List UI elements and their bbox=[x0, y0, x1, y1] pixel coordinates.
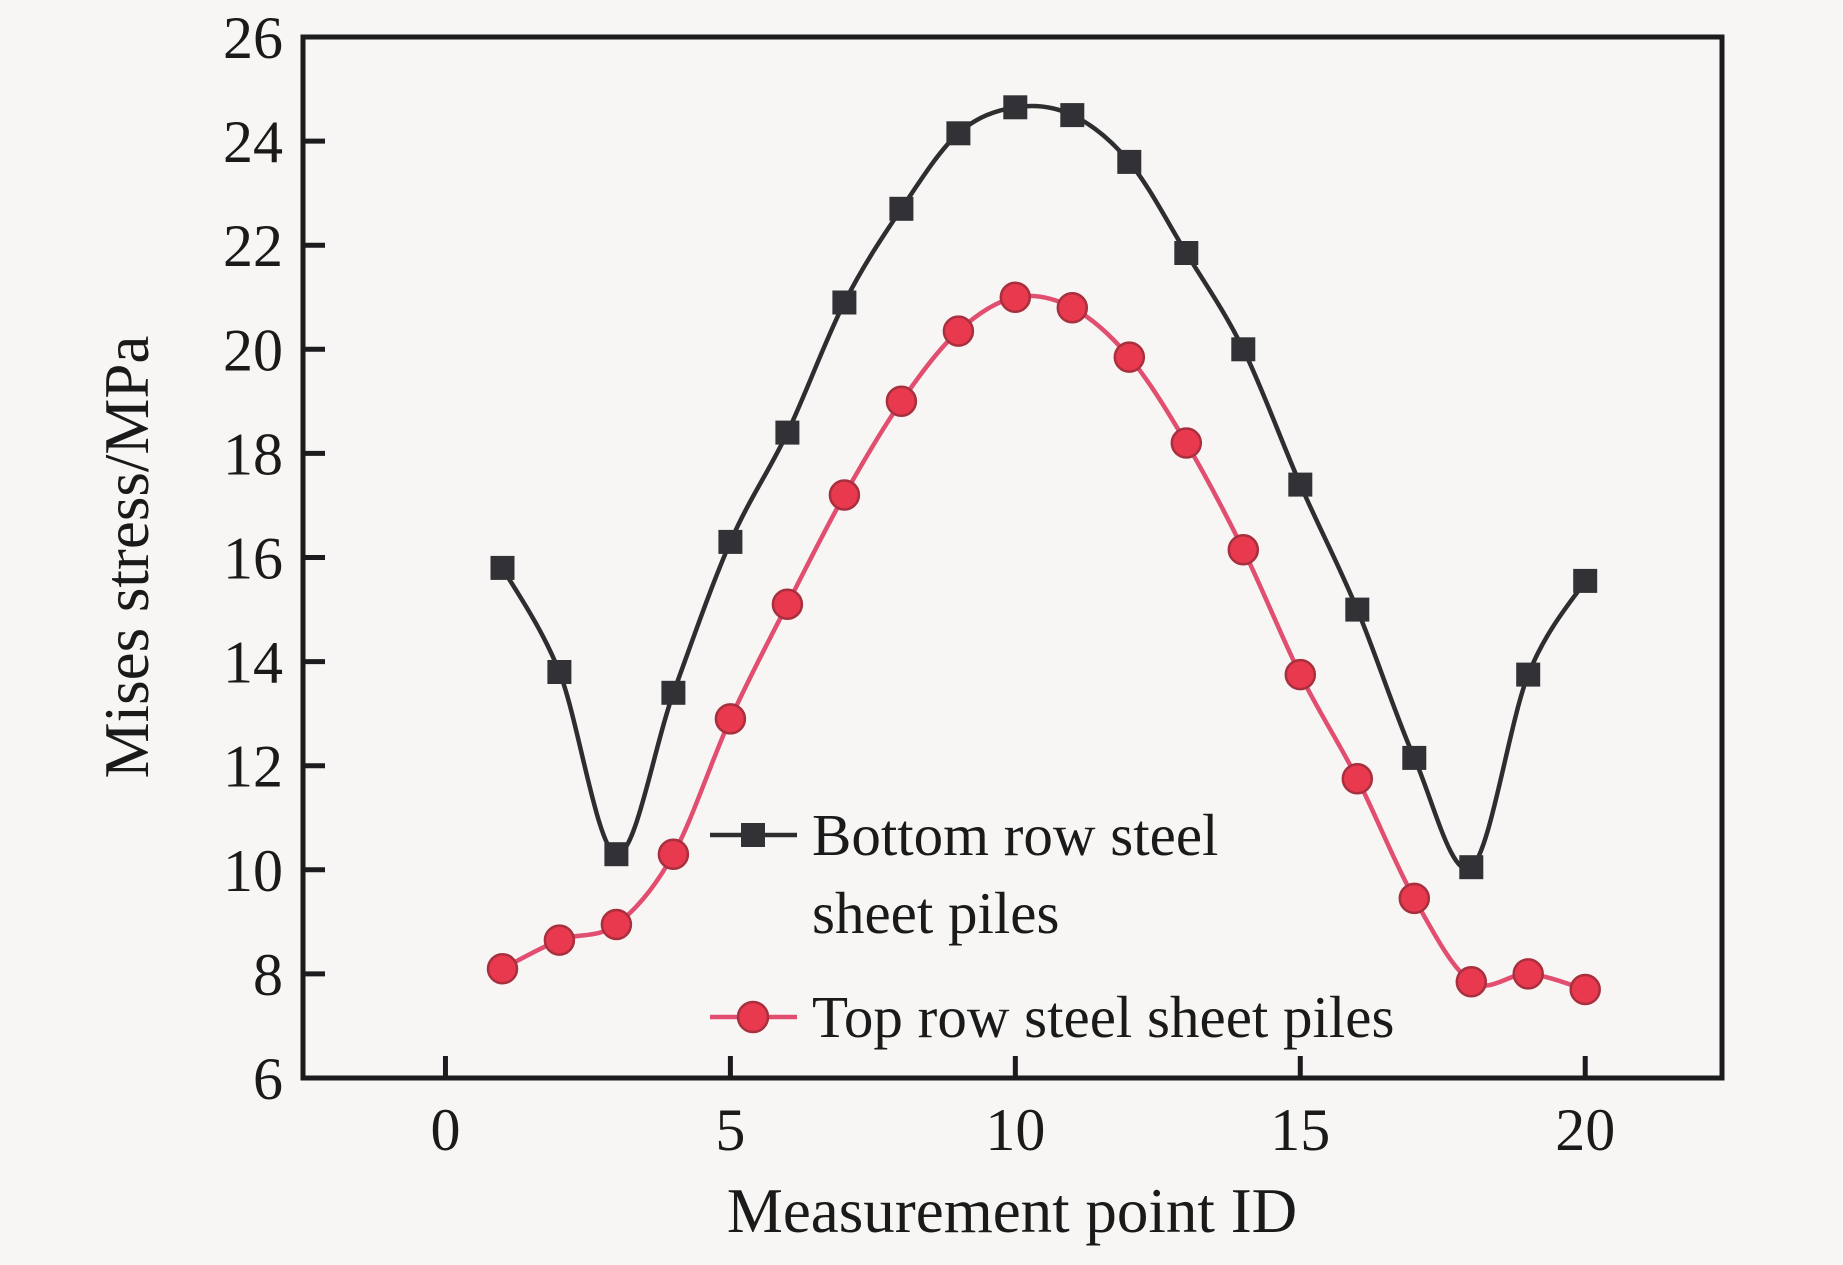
data-point-circle bbox=[942, 315, 975, 347]
data-point-circle bbox=[1398, 882, 1431, 915]
data-point-square bbox=[1174, 241, 1199, 265]
data-point-circle bbox=[1284, 658, 1317, 691]
x-tick-label: 10 bbox=[985, 1097, 1045, 1163]
data-point-square bbox=[490, 555, 515, 580]
data-point-square bbox=[889, 196, 914, 221]
y-tick-label: 26 bbox=[223, 5, 283, 71]
data-point-circle bbox=[999, 281, 1032, 314]
data-point-square bbox=[1459, 855, 1484, 880]
data-point-square bbox=[1231, 337, 1256, 362]
y-tick-label: 14 bbox=[223, 630, 283, 696]
x-axis-tick-labels: 0 5 10 15 20 bbox=[430, 1097, 1615, 1163]
y-tick-label: 8 bbox=[253, 942, 283, 1008]
x-tick-label: 20 bbox=[1555, 1097, 1615, 1163]
data-point-circle bbox=[771, 588, 804, 621]
y-tick-label: 18 bbox=[223, 421, 283, 487]
y-tick-label: 16 bbox=[223, 526, 283, 592]
legend-label-bottom-line1: Bottom row steel bbox=[812, 802, 1218, 868]
data-point-circle bbox=[1512, 958, 1544, 990]
data-point-square bbox=[1288, 472, 1313, 497]
series-bottom-row bbox=[490, 95, 1598, 880]
legend-marker-square bbox=[741, 823, 765, 847]
data-point-circle bbox=[1170, 427, 1203, 459]
y-tick-label: 10 bbox=[223, 838, 283, 904]
legend: Bottom row steel sheet piles Top row ste… bbox=[710, 802, 1394, 1050]
x-axis-ticks bbox=[442, 1056, 1588, 1078]
data-point-circle bbox=[600, 908, 633, 941]
data-point-circle bbox=[657, 838, 690, 870]
series-layer bbox=[486, 95, 1601, 1006]
y-tick-label: 20 bbox=[223, 317, 283, 383]
data-point-circle bbox=[1341, 762, 1374, 795]
data-point-square bbox=[1060, 103, 1085, 128]
x-axis-title: Measurement point ID bbox=[727, 1176, 1297, 1246]
data-point-circle bbox=[543, 924, 576, 956]
data-point-square bbox=[1516, 662, 1541, 687]
data-point-circle bbox=[714, 703, 747, 735]
y-tick-label: 22 bbox=[223, 213, 283, 279]
data-point-square bbox=[1345, 597, 1370, 622]
legend-marker-circle bbox=[736, 1000, 770, 1034]
series-line bbox=[501, 293, 1586, 992]
data-point-square bbox=[1117, 149, 1142, 174]
data-point-circle bbox=[885, 385, 918, 418]
data-point-square bbox=[547, 660, 572, 684]
legend-label-bottom-line2: sheet piles bbox=[812, 880, 1059, 946]
data-point-circle bbox=[1227, 533, 1260, 566]
data-point-circle bbox=[1569, 973, 1601, 1006]
series-top-row bbox=[486, 281, 1601, 1006]
y-tick-label: 12 bbox=[223, 734, 283, 800]
y-axis-tick-labels: 6 8 10 12 14 16 18 20 22 24 26 bbox=[223, 5, 283, 1112]
data-point-circle bbox=[486, 952, 519, 985]
data-point-circle bbox=[1455, 965, 1488, 998]
data-point-square bbox=[832, 290, 857, 315]
x-tick-label: 5 bbox=[715, 1097, 745, 1163]
data-point-square bbox=[1573, 568, 1598, 593]
data-point-square bbox=[946, 121, 971, 146]
data-point-square bbox=[1003, 95, 1028, 120]
y-axis-ticks bbox=[303, 34, 325, 1081]
data-point-circle bbox=[1056, 291, 1089, 324]
x-tick-label: 0 bbox=[430, 1097, 460, 1163]
data-point-square bbox=[661, 680, 686, 705]
y-tick-label: 6 bbox=[253, 1046, 283, 1112]
data-point-square bbox=[1402, 745, 1427, 770]
data-point-square bbox=[604, 842, 629, 867]
y-tick-label: 24 bbox=[223, 109, 283, 175]
x-tick-label: 15 bbox=[1270, 1097, 1330, 1163]
legend-label-top-line1: Top row steel sheet piles bbox=[812, 984, 1394, 1050]
data-point-circle bbox=[828, 479, 861, 511]
y-axis-title: Mises stress/MPa bbox=[92, 336, 162, 779]
data-point-circle bbox=[1113, 341, 1146, 373]
data-point-square bbox=[718, 529, 743, 554]
data-point-square bbox=[775, 420, 800, 445]
